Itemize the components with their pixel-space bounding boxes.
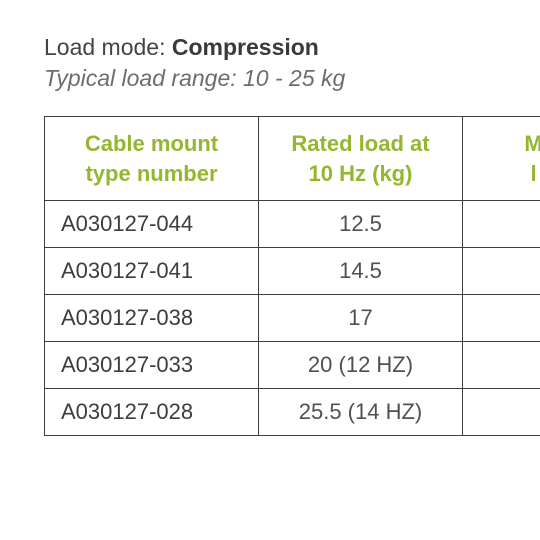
- load-mode-prefix: Load mode:: [44, 34, 172, 60]
- cell-three: [463, 389, 540, 436]
- cell-type: A030127-033: [45, 342, 259, 389]
- table-row: A030127-044 12.5: [45, 201, 540, 248]
- cell-three: [463, 201, 540, 248]
- cell-three: [463, 248, 540, 295]
- cell-type: A030127-041: [45, 248, 259, 295]
- load-mode-value: Compression: [172, 34, 319, 60]
- cell-rated: 20 (12 HZ): [259, 342, 463, 389]
- cell-type: A030127-028: [45, 389, 259, 436]
- cell-three: [463, 295, 540, 342]
- cell-type: A030127-038: [45, 295, 259, 342]
- spec-table: Cable mount type number Rated load at 10…: [44, 116, 540, 436]
- cell-type: A030127-044: [45, 201, 259, 248]
- col-header-three: M l: [463, 117, 540, 201]
- load-mode-heading: Load mode: Compression: [44, 34, 540, 61]
- table-row: A030127-038 17: [45, 295, 540, 342]
- table-row: A030127-041 14.5: [45, 248, 540, 295]
- cell-rated: 14.5: [259, 248, 463, 295]
- table-row: A030127-028 25.5 (14 HZ): [45, 389, 540, 436]
- col-header-type: Cable mount type number: [45, 117, 259, 201]
- col-header-rated: Rated load at 10 Hz (kg): [259, 117, 463, 201]
- load-range-subtitle: Typical load range: 10 - 25 kg: [44, 65, 540, 92]
- cell-three: [463, 342, 540, 389]
- table-row: A030127-033 20 (12 HZ): [45, 342, 540, 389]
- cell-rated: 17: [259, 295, 463, 342]
- cell-rated: 25.5 (14 HZ): [259, 389, 463, 436]
- cell-rated: 12.5: [259, 201, 463, 248]
- table-header-row: Cable mount type number Rated load at 10…: [45, 117, 540, 201]
